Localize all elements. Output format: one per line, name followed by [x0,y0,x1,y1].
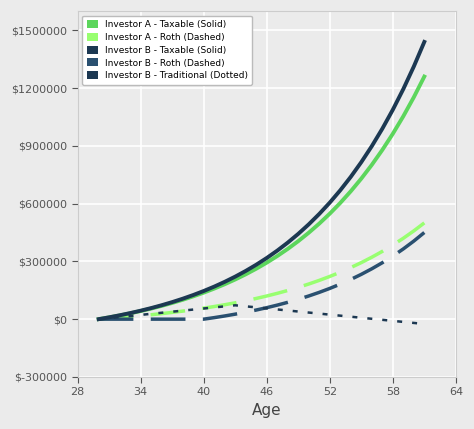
Legend: Investor A - Taxable (Solid), Investor A - Roth (Dashed), Investor B - Taxable (: Investor A - Taxable (Solid), Investor A… [82,15,252,85]
X-axis label: Age: Age [252,403,282,418]
